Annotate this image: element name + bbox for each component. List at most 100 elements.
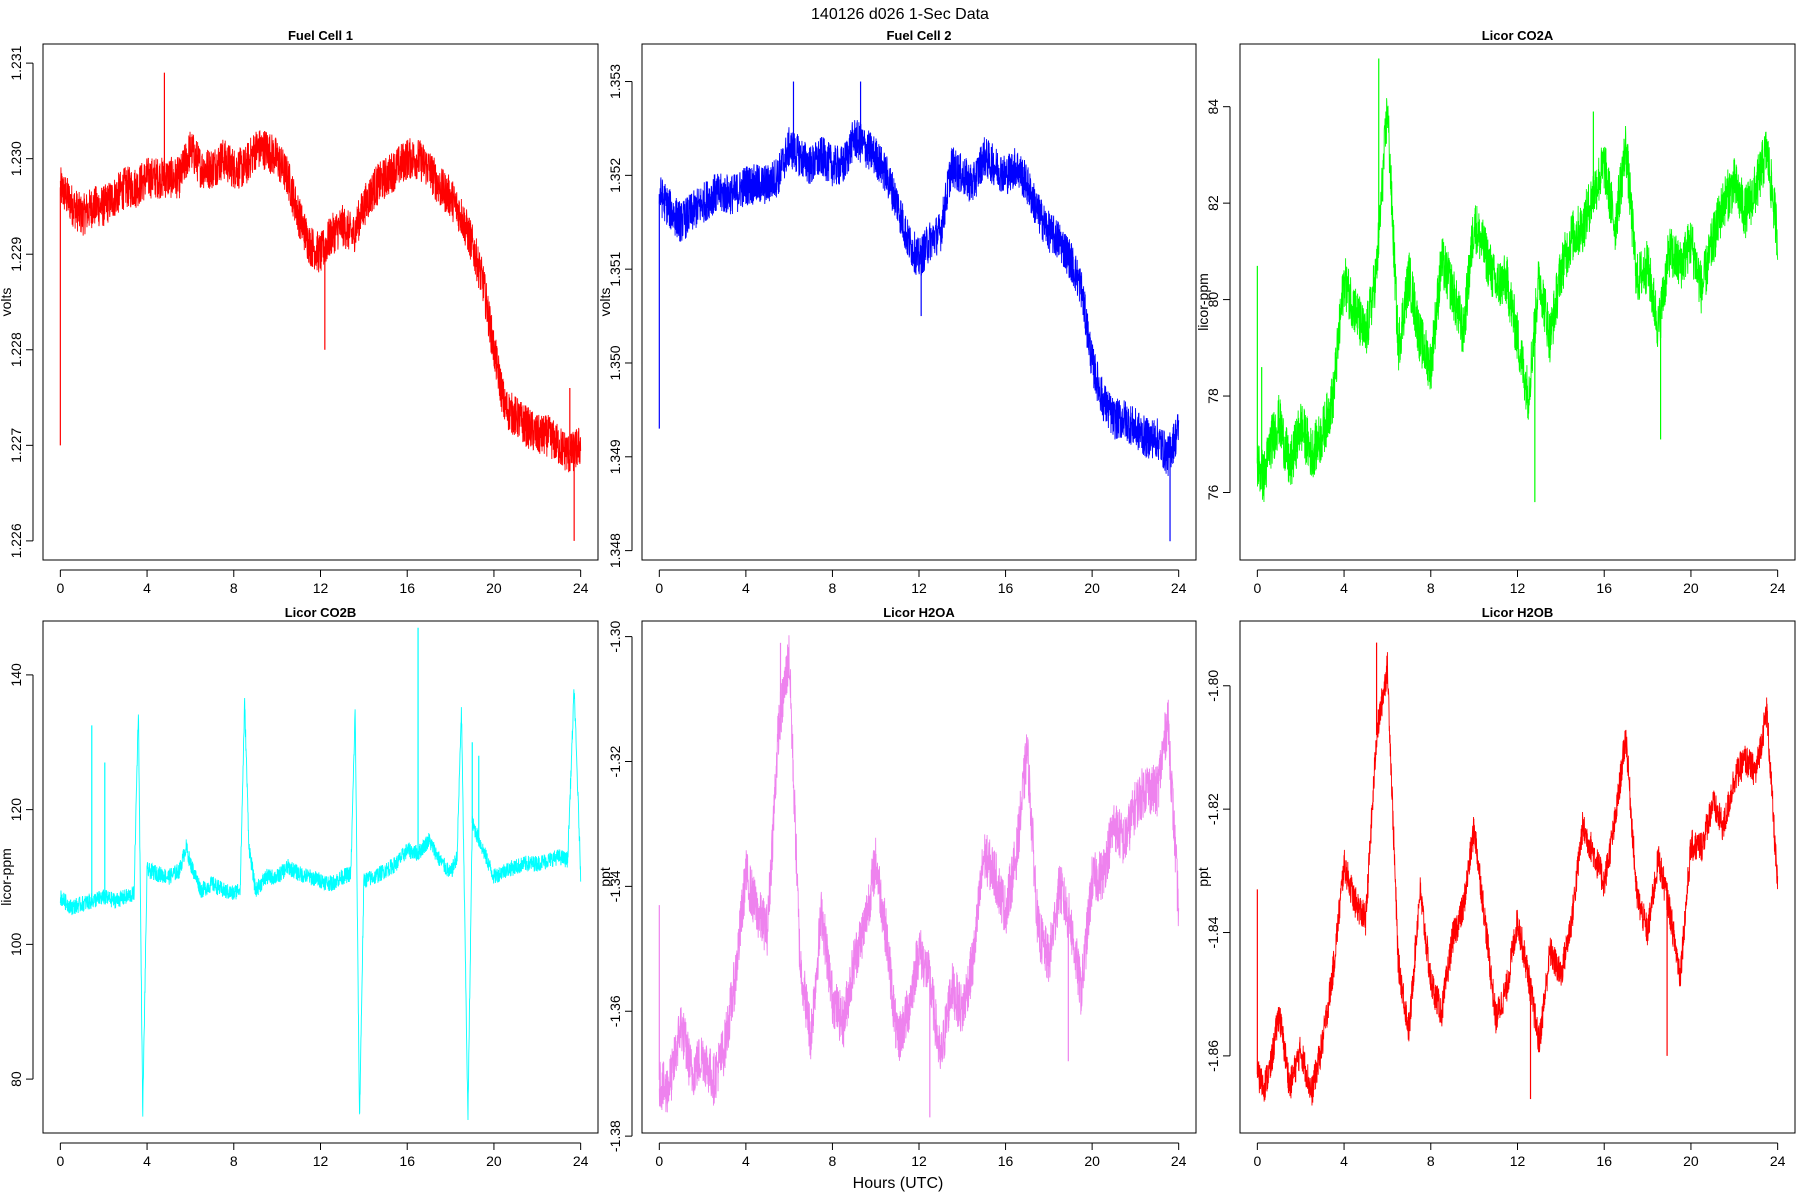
panel-title: Licor H2OB bbox=[1482, 605, 1554, 620]
y-tick-label: 76 bbox=[1205, 484, 1221, 500]
series-line bbox=[59, 689, 582, 1121]
y-axis-label: ppt bbox=[597, 867, 613, 887]
y-tick-label: -1.80 bbox=[1205, 670, 1221, 702]
x-tick-label: 20 bbox=[1084, 580, 1100, 596]
y-tick-label: 120 bbox=[8, 798, 24, 822]
y-axis-label: ppt bbox=[1195, 867, 1211, 887]
x-tick-label: 4 bbox=[1340, 580, 1348, 596]
x-tick-label: 8 bbox=[1427, 580, 1435, 596]
plot-frame bbox=[641, 620, 1197, 1134]
x-tick-label: 20 bbox=[486, 580, 502, 596]
y-tick-label: 1.350 bbox=[607, 345, 623, 380]
x-tick-label: 0 bbox=[56, 1153, 64, 1169]
x-tick-label: 16 bbox=[399, 580, 415, 596]
figure-xlabel: Hours (UTC) bbox=[853, 1175, 944, 1192]
x-tick-label: 4 bbox=[742, 580, 750, 596]
series-line bbox=[1256, 98, 1779, 503]
y-tick-label: 1.352 bbox=[607, 158, 623, 193]
x-tick-label: 4 bbox=[1340, 1153, 1348, 1169]
panel-5: Licor H2OA ppt 0 4 8 12 16 20 24 -1.38 -1.36 -1.34 -… bbox=[597, 605, 1197, 1169]
panel-title: Licor CO2A bbox=[1482, 28, 1554, 43]
x-tick-label: 8 bbox=[1427, 1153, 1435, 1169]
x-tick-label: 4 bbox=[742, 1153, 750, 1169]
x-tick-label: 8 bbox=[829, 1153, 837, 1169]
panel-title: Licor CO2B bbox=[285, 605, 357, 620]
panel-title: Fuel Cell 1 bbox=[288, 28, 353, 43]
y-axis-label: licor-ppm bbox=[0, 848, 14, 906]
y-tick-label: 82 bbox=[1205, 195, 1221, 211]
y-axis-label: volts bbox=[597, 288, 613, 317]
series-line bbox=[658, 120, 1180, 477]
y-tick-label: 140 bbox=[8, 663, 24, 687]
panel-2: Fuel Cell 2 volts 0 4 8 12 16 20 24 1.348 1.349 1.3… bbox=[597, 28, 1197, 596]
x-tick-label: 12 bbox=[313, 1153, 329, 1169]
y-tick-label: -1.34 bbox=[607, 870, 623, 902]
y-tick-label: 1.227 bbox=[8, 428, 24, 463]
x-tick-label: 0 bbox=[655, 1153, 663, 1169]
x-tick-label: 16 bbox=[399, 1153, 415, 1169]
panel-3: Licor CO2A licor-ppm 0 4 8 12 16 20 24 76 78 80 82 84 bbox=[1195, 28, 1796, 596]
y-axis-label: licor-ppm bbox=[1195, 273, 1211, 331]
x-tick-label: 12 bbox=[911, 580, 927, 596]
y-tick-label: 78 bbox=[1205, 388, 1221, 404]
x-tick-label: 24 bbox=[1770, 1153, 1786, 1169]
y-tick-label: -1.86 bbox=[1205, 1040, 1221, 1072]
figure-title: 140126 d026 1-Sec Data bbox=[811, 6, 989, 23]
panel-4: Licor CO2B licor-ppm 0 4 8 12 16 20 24 80 100 120 14… bbox=[0, 605, 599, 1169]
x-tick-label: 16 bbox=[1596, 580, 1612, 596]
x-tick-label: 12 bbox=[1510, 1153, 1526, 1169]
x-tick-label: 4 bbox=[143, 580, 151, 596]
x-tick-label: 8 bbox=[829, 580, 837, 596]
y-tick-label: -1.84 bbox=[1205, 916, 1221, 948]
y-tick-label: 1.230 bbox=[8, 141, 24, 176]
x-tick-label: 12 bbox=[911, 1153, 927, 1169]
x-tick-label: 24 bbox=[1171, 1153, 1187, 1169]
y-tick-label: 80 bbox=[8, 1071, 24, 1087]
x-tick-label: 20 bbox=[486, 1153, 502, 1169]
x-tick-label: 0 bbox=[56, 580, 64, 596]
plot-frame bbox=[42, 43, 599, 561]
x-tick-label: 24 bbox=[573, 1153, 589, 1169]
y-tick-label: -1.38 bbox=[607, 1120, 623, 1152]
panel-title: Licor H2OA bbox=[883, 605, 955, 620]
x-tick-label: 20 bbox=[1084, 1153, 1100, 1169]
panel-1: Fuel Cell 1 volts 0 4 8 12 16 20 24 1.226 1.227 1.2… bbox=[0, 28, 599, 596]
plot-frame bbox=[1239, 620, 1796, 1134]
y-tick-label: 1.231 bbox=[8, 45, 24, 80]
y-axis-label: volts bbox=[0, 288, 14, 317]
panels-container: Fuel Cell 1 volts 0 4 8 12 16 20 24 1.226 1.227 1.2… bbox=[0, 28, 1796, 1169]
x-tick-label: 24 bbox=[1171, 580, 1187, 596]
series-line bbox=[59, 130, 582, 473]
y-tick-label: -1.82 bbox=[1205, 793, 1221, 825]
x-tick-label: 12 bbox=[1510, 580, 1526, 596]
y-tick-label: 84 bbox=[1205, 99, 1221, 115]
panel-title: Fuel Cell 2 bbox=[886, 28, 951, 43]
x-tick-label: 8 bbox=[230, 580, 238, 596]
x-tick-label: 0 bbox=[1253, 1153, 1261, 1169]
y-tick-label: -1.30 bbox=[607, 620, 623, 652]
x-tick-label: 4 bbox=[143, 1153, 151, 1169]
y-tick-label: 1.229 bbox=[8, 236, 24, 271]
y-tick-label: 1.228 bbox=[8, 332, 24, 367]
x-tick-label: 20 bbox=[1683, 1153, 1699, 1169]
x-tick-label: 20 bbox=[1683, 580, 1699, 596]
y-tick-label: 80 bbox=[1205, 292, 1221, 308]
plot-frame bbox=[42, 620, 599, 1134]
x-tick-label: 16 bbox=[1596, 1153, 1612, 1169]
x-tick-label: 0 bbox=[655, 580, 663, 596]
y-tick-label: 1.353 bbox=[607, 64, 623, 99]
y-tick-label: 1.349 bbox=[607, 439, 623, 474]
x-tick-label: 0 bbox=[1253, 580, 1261, 596]
y-tick-label: -1.32 bbox=[607, 745, 623, 777]
x-tick-label: 12 bbox=[313, 580, 329, 596]
x-tick-label: 24 bbox=[1770, 580, 1786, 596]
plot-frame bbox=[641, 43, 1197, 561]
y-tick-label: 1.351 bbox=[607, 251, 623, 286]
panel-6: Licor H2OB ppt 0 4 8 12 16 20 24 -1.86 -1.84 -1.82 -… bbox=[1195, 605, 1796, 1169]
series-line bbox=[658, 635, 1180, 1113]
y-tick-label: 1.348 bbox=[607, 533, 623, 568]
y-tick-label: 1.226 bbox=[8, 523, 24, 558]
y-tick-label: 100 bbox=[8, 932, 24, 956]
x-tick-label: 16 bbox=[998, 580, 1014, 596]
